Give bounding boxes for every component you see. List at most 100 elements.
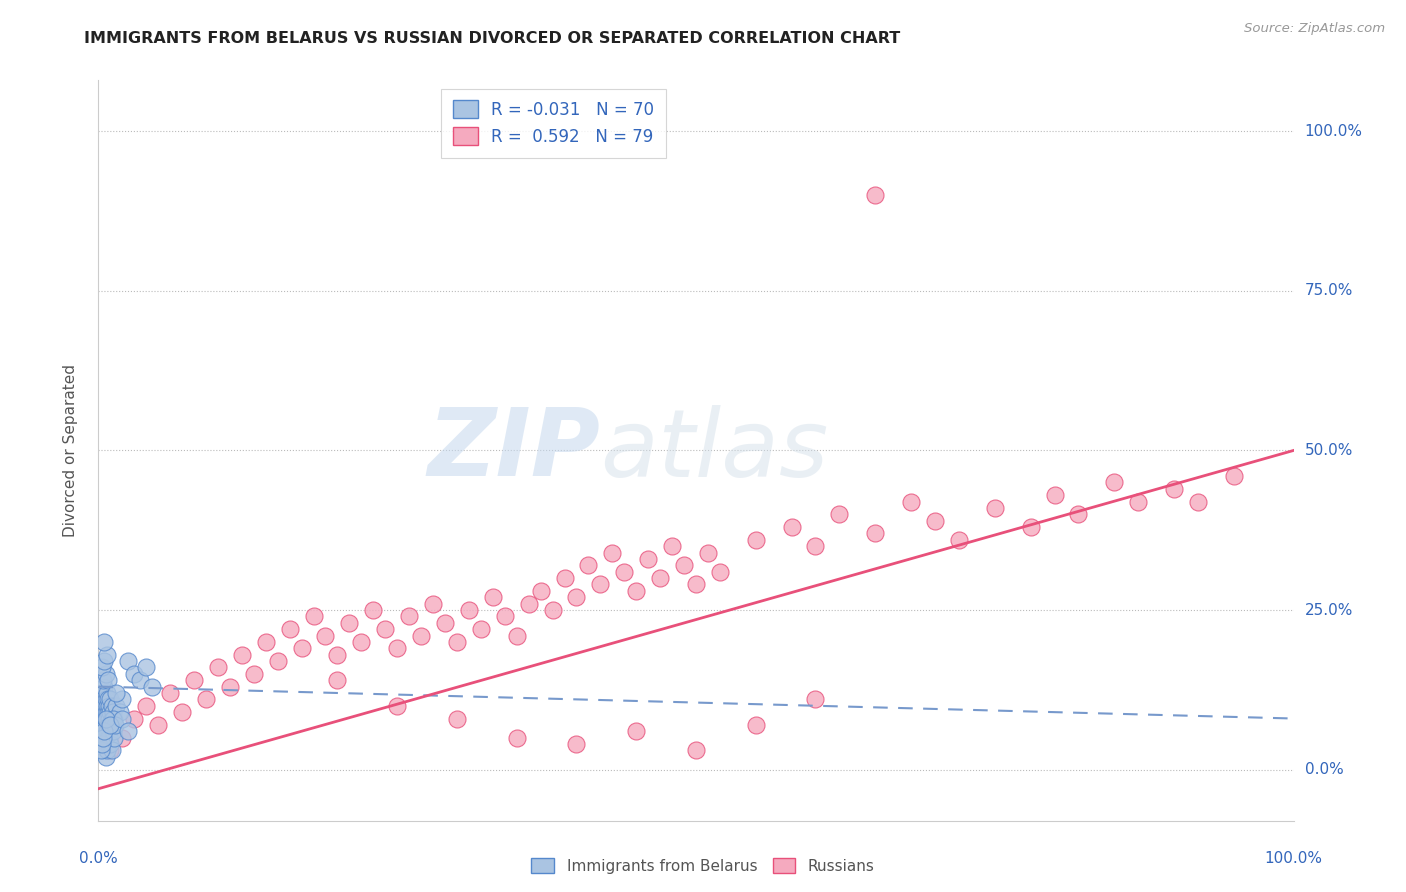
Point	[267, 654, 290, 668]
Text: 50.0%: 50.0%	[1305, 443, 1353, 458]
Point	[98, 718, 121, 732]
Point	[97, 731, 120, 745]
Point	[94, 666, 117, 681]
Point	[673, 558, 696, 573]
Point	[565, 591, 588, 605]
Point	[117, 724, 139, 739]
Point	[828, 508, 851, 522]
Point	[984, 500, 1007, 515]
Y-axis label: Divorced or Separated: Divorced or Separated	[63, 364, 77, 537]
Point	[1067, 508, 1090, 522]
Point	[124, 712, 146, 726]
Point	[111, 712, 134, 726]
Point	[506, 629, 529, 643]
Point	[948, 533, 970, 547]
Point	[326, 648, 349, 662]
Point	[411, 629, 433, 643]
Point	[97, 737, 120, 751]
Point	[278, 622, 301, 636]
Point	[124, 666, 146, 681]
Point	[98, 743, 122, 757]
Point	[100, 712, 122, 726]
Point	[98, 698, 121, 713]
Text: Source: ZipAtlas.com: Source: ZipAtlas.com	[1244, 22, 1385, 36]
Point	[195, 692, 218, 706]
Point	[924, 514, 946, 528]
Text: 25.0%: 25.0%	[1305, 602, 1353, 617]
Point	[554, 571, 576, 585]
Point	[117, 654, 139, 668]
Point	[339, 615, 361, 630]
Point	[398, 609, 420, 624]
Point	[91, 731, 114, 745]
Point	[93, 635, 115, 649]
Point	[159, 686, 181, 700]
Point	[685, 743, 707, 757]
Point	[94, 692, 117, 706]
Point	[326, 673, 349, 688]
Point	[148, 718, 170, 732]
Point	[101, 712, 124, 726]
Point	[91, 731, 114, 745]
Point	[422, 597, 444, 611]
Point	[105, 698, 128, 713]
Point	[183, 673, 205, 688]
Point	[865, 526, 887, 541]
Point	[93, 737, 115, 751]
Point	[91, 660, 114, 674]
Point	[626, 583, 648, 598]
Point	[93, 698, 115, 713]
Point	[108, 705, 131, 719]
Point	[446, 712, 468, 726]
Point	[135, 698, 157, 713]
Point	[254, 635, 277, 649]
Point	[172, 705, 194, 719]
Point	[1019, 520, 1042, 534]
Point	[94, 737, 117, 751]
Point	[129, 673, 152, 688]
Point	[1163, 482, 1185, 496]
Point	[219, 680, 242, 694]
Point	[103, 731, 125, 745]
Point	[458, 603, 481, 617]
Point	[470, 622, 492, 636]
Point	[100, 698, 122, 713]
Point	[94, 712, 117, 726]
Point	[90, 743, 112, 757]
Point	[589, 577, 612, 591]
Legend: R = -0.031   N = 70, R =  0.592   N = 79: R = -0.031 N = 70, R = 0.592 N = 79	[441, 88, 666, 158]
Point	[385, 641, 409, 656]
Point	[446, 635, 468, 649]
Point	[613, 565, 636, 579]
Point	[135, 660, 157, 674]
Point	[243, 666, 266, 681]
Point	[541, 603, 564, 617]
Point	[626, 724, 648, 739]
Point	[98, 712, 121, 726]
Text: 0.0%: 0.0%	[79, 851, 118, 866]
Point	[207, 660, 229, 674]
Point	[350, 635, 373, 649]
Point	[94, 718, 117, 732]
Point	[385, 698, 409, 713]
Point	[91, 692, 114, 706]
Point	[96, 698, 118, 713]
Point	[97, 718, 120, 732]
Point	[90, 724, 112, 739]
Point	[374, 622, 396, 636]
Point	[93, 724, 115, 739]
Point	[745, 718, 768, 732]
Point	[98, 731, 121, 745]
Point	[637, 552, 659, 566]
Point	[96, 712, 118, 726]
Point	[302, 609, 325, 624]
Point	[96, 648, 118, 662]
Point	[93, 712, 115, 726]
Point	[506, 731, 529, 745]
Point	[650, 571, 672, 585]
Text: 75.0%: 75.0%	[1305, 284, 1353, 299]
Point	[91, 737, 114, 751]
Point	[97, 705, 120, 719]
Point	[1104, 475, 1126, 490]
Point	[94, 705, 117, 719]
